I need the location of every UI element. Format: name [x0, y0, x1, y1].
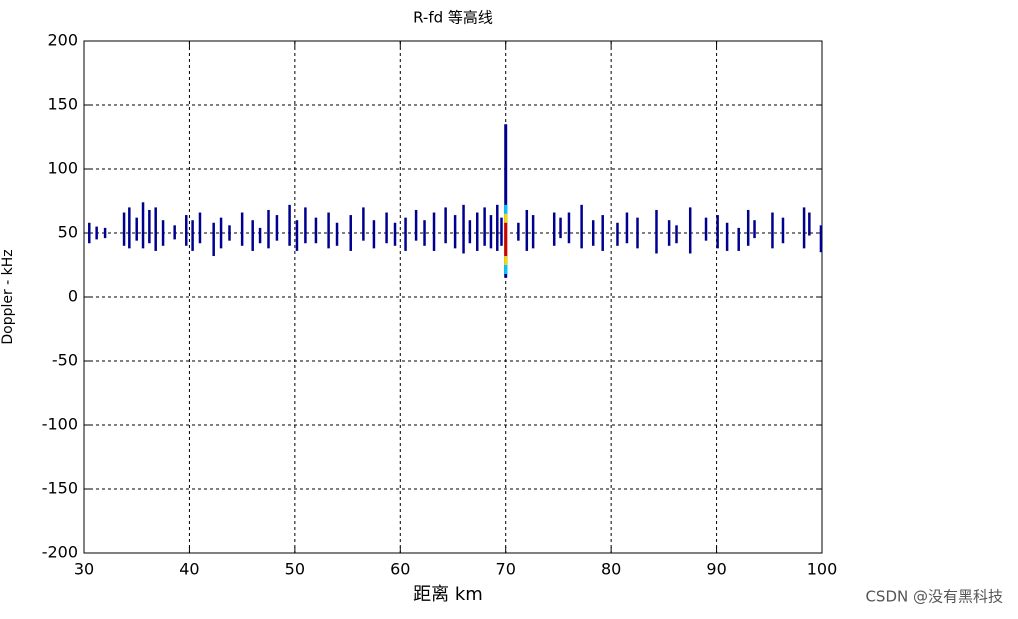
y-tick-label: 100	[47, 159, 78, 178]
y-tick-label: 200	[47, 31, 78, 50]
x-tick-label: 90	[706, 560, 726, 579]
x-axis-label: 距离 km	[413, 584, 483, 605]
y-tick-label: 150	[47, 95, 78, 114]
x-tick-label: 100	[807, 560, 838, 579]
y-tick-label: -100	[42, 415, 78, 434]
x-tick-label: 60	[390, 560, 410, 579]
y-tick-label: -200	[42, 543, 78, 562]
plot-frame	[83, 40, 823, 554]
watermark: CSDN @没有黑科技	[865, 588, 1003, 606]
y-tick-label: -50	[52, 351, 78, 370]
y-tick-label: 50	[58, 223, 78, 242]
x-tick-label: 30	[74, 560, 94, 579]
x-tick-label: 40	[179, 560, 199, 579]
y-tick-label: 0	[68, 287, 78, 306]
chart-title: R-fd 等高线	[413, 9, 493, 27]
y-axis-label: Doppler - kHz	[0, 249, 16, 344]
x-tick-label: 50	[285, 560, 305, 579]
x-tick-label: 70	[496, 560, 516, 579]
y-tick-label: -150	[42, 479, 78, 498]
x-tick-label: 80	[601, 560, 621, 579]
